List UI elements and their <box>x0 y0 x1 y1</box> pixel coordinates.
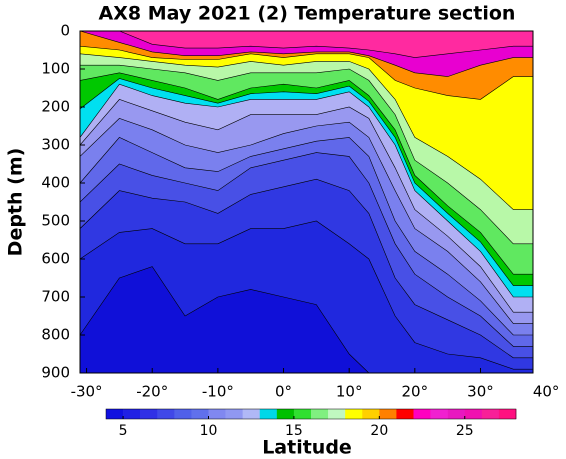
colorbar-segment <box>293 409 312 419</box>
contour-line <box>80 31 533 58</box>
colorbar-segment <box>174 409 192 419</box>
colorbar-segment <box>259 409 278 419</box>
colorbar-segment <box>157 409 175 419</box>
plot-area <box>80 31 533 373</box>
colorbar-segment <box>498 409 517 419</box>
colorbar-tick-label: 10 <box>200 423 218 439</box>
colorbar-segment <box>362 409 380 419</box>
contour-line <box>80 78 533 286</box>
colorbar-segment <box>311 409 329 419</box>
y-tick-label: 700 <box>41 288 70 306</box>
contour-line <box>80 99 533 313</box>
colorbar-segment <box>123 409 141 419</box>
x-tick-label: -20° <box>136 383 168 401</box>
contour-line <box>80 53 533 210</box>
colorbar-segment <box>140 409 158 419</box>
y-tick-label: 200 <box>41 98 70 116</box>
contour-line <box>80 64 533 245</box>
x-tick-label: 30° <box>467 383 494 401</box>
x-axis-label: Latitude <box>262 437 352 459</box>
colorbar-segment <box>396 409 414 419</box>
colorbar-frame <box>105 408 517 420</box>
x-tick-label: -30° <box>71 383 103 401</box>
plot-frame <box>79 30 534 374</box>
contour-line <box>80 266 533 373</box>
colorbar-segment <box>276 409 295 419</box>
colorbar-segment <box>345 409 363 419</box>
colorbar-segment <box>225 409 243 419</box>
contour-line <box>80 152 533 347</box>
y-tick-label: 600 <box>41 250 70 268</box>
contour-line <box>80 118 533 324</box>
y-axis-label: Depth (m) <box>5 148 27 257</box>
contour-band <box>80 266 533 373</box>
y-tick-label: 500 <box>41 212 70 230</box>
colorbar-segment <box>430 409 448 419</box>
colorbar-tick-label: 20 <box>370 423 388 439</box>
contour-line <box>80 72 533 275</box>
y-tick-label: 400 <box>41 174 70 192</box>
chart-title: AX8 May 2021 (2) Temperature section <box>99 3 516 25</box>
colorbar-segment <box>328 409 346 419</box>
colorbar-segment <box>464 409 483 419</box>
x-tick-label: -10° <box>202 383 234 401</box>
contour-line <box>80 45 533 100</box>
colorbar-segment <box>208 409 226 419</box>
y-tick-label: 0 <box>60 22 70 40</box>
x-tick-label: 40° <box>533 383 560 401</box>
colorbar-segment <box>447 409 466 419</box>
contour-line <box>80 31 533 77</box>
contour-line <box>80 178 533 359</box>
colorbar-segment <box>242 409 261 419</box>
y-tick-label: 900 <box>41 364 70 382</box>
colorbar-tick-label: 25 <box>456 423 474 439</box>
colorbar-segment <box>191 409 209 419</box>
colorbar-tick-label: 5 <box>119 423 128 439</box>
x-tick-label: 10° <box>336 383 363 401</box>
x-tick-label: 20° <box>402 383 429 401</box>
colorbar-tick-label: 15 <box>285 423 303 439</box>
colorbar-segment <box>106 409 124 419</box>
contour-line <box>80 220 533 370</box>
colorbar-segment <box>413 409 431 419</box>
contour-line <box>80 83 533 298</box>
contour-line <box>80 137 533 336</box>
colorbar-segment <box>379 409 397 419</box>
colorbar-segment <box>481 409 500 419</box>
y-tick-label: 800 <box>41 326 70 344</box>
x-tick-label: 0° <box>275 383 292 401</box>
y-tick-label: 100 <box>41 60 70 78</box>
y-tick-label: 300 <box>41 136 70 154</box>
